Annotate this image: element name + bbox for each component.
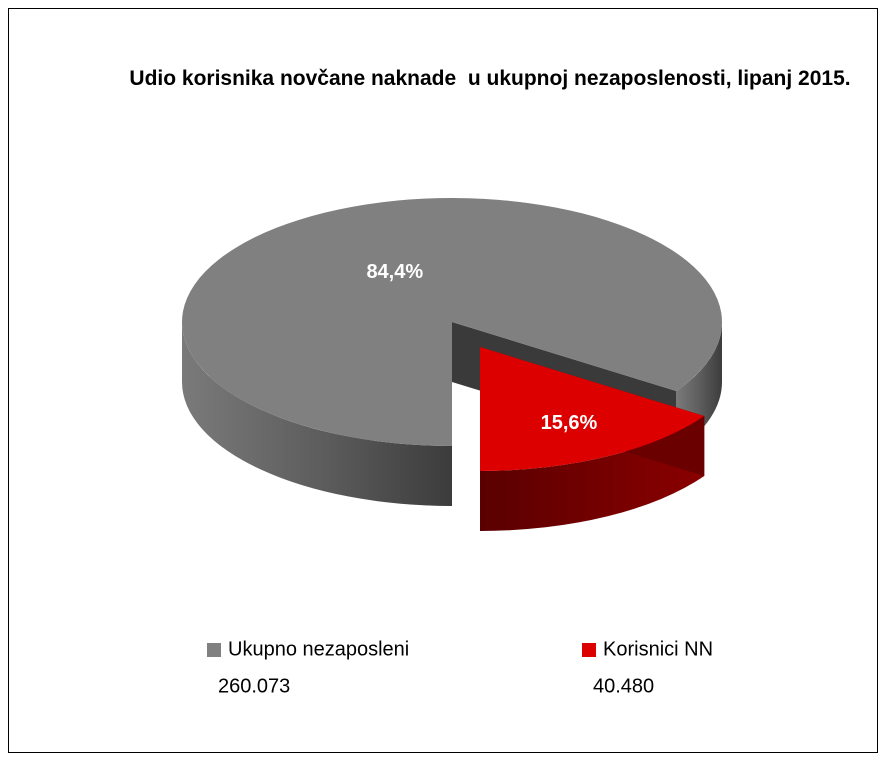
pie-slice — [480, 347, 705, 471]
slice-side — [182, 322, 452, 506]
legend-label: Korisnici NN — [603, 638, 713, 660]
legend-swatch — [582, 643, 596, 657]
legend-value: 260.073 — [218, 675, 290, 697]
legend-swatch — [207, 643, 221, 657]
legend-value: 40.480 — [593, 675, 654, 697]
data-label: 84,4% — [366, 261, 423, 283]
pie-slice — [181, 198, 722, 446]
data-label: 15,6% — [541, 412, 598, 434]
chart-frame — [8, 8, 878, 753]
chart-title: Udio korisnika novčane naknade u ukupnoj… — [129, 67, 851, 90]
legend-label: Ukupno nezaposleni — [228, 638, 409, 660]
